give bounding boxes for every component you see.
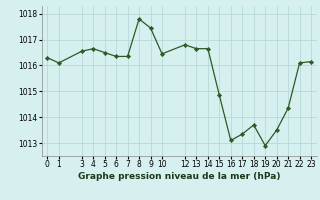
X-axis label: Graphe pression niveau de la mer (hPa): Graphe pression niveau de la mer (hPa) [78, 172, 280, 181]
